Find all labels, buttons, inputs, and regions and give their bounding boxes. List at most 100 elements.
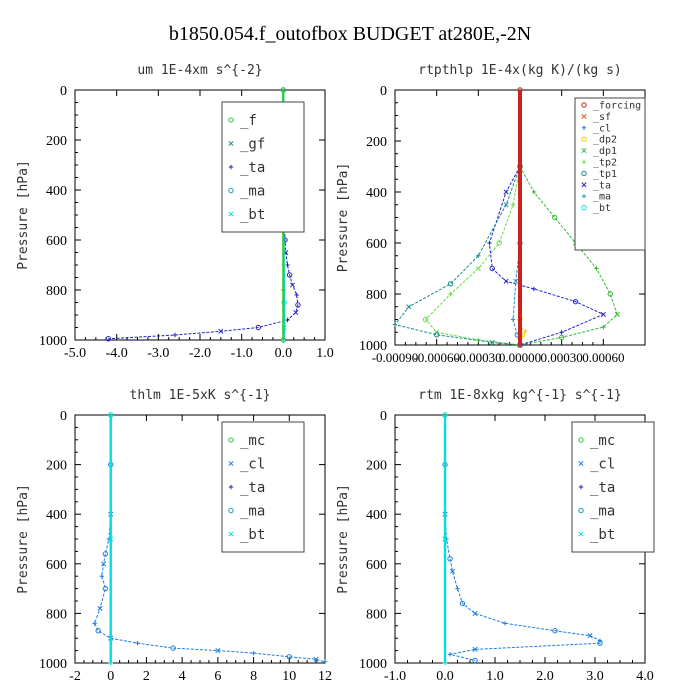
data-point bbox=[294, 292, 299, 298]
data-point bbox=[489, 265, 495, 272]
legend-label: _forcing bbox=[593, 101, 641, 112]
data-point bbox=[552, 214, 558, 221]
data-point bbox=[614, 311, 620, 317]
data-point bbox=[455, 586, 460, 591]
y-tick-label: 400 bbox=[366, 508, 387, 523]
data-point bbox=[581, 102, 587, 108]
x-tick-label: -2.0 bbox=[189, 346, 211, 361]
data-point bbox=[285, 317, 290, 323]
legend-label: _sf bbox=[593, 112, 611, 123]
data-point bbox=[228, 117, 234, 123]
series-line-tp2 bbox=[424, 90, 521, 346]
data-point bbox=[581, 204, 587, 211]
data-point bbox=[448, 291, 453, 297]
data-point bbox=[447, 556, 453, 562]
data-point bbox=[101, 561, 107, 567]
data-point bbox=[442, 536, 448, 542]
data-point bbox=[600, 311, 606, 317]
data-point bbox=[102, 551, 109, 557]
data-point bbox=[502, 621, 508, 626]
data-point bbox=[510, 202, 516, 207]
legend-label: _bt bbox=[593, 203, 611, 214]
data-point bbox=[286, 272, 293, 278]
data-point bbox=[531, 189, 537, 195]
y-tick-label: 400 bbox=[46, 508, 67, 523]
y-tick-label: 200 bbox=[46, 459, 67, 474]
x-tick-label: -0.00090 bbox=[372, 350, 419, 365]
data-point bbox=[503, 202, 509, 208]
data-point bbox=[215, 648, 221, 654]
x-tick-label: -0.00030 bbox=[455, 350, 502, 365]
y-tick-label: 1000 bbox=[39, 334, 67, 349]
data-point bbox=[581, 170, 587, 177]
y-tick-label: 800 bbox=[46, 284, 67, 299]
data-point bbox=[578, 507, 584, 514]
data-point bbox=[280, 87, 287, 93]
data-point bbox=[280, 337, 287, 343]
data-point bbox=[170, 645, 176, 651]
data-point bbox=[95, 628, 101, 634]
data-point bbox=[581, 159, 587, 165]
x-tick-label: 1.0 bbox=[316, 346, 334, 361]
data-point bbox=[135, 640, 140, 646]
data-point bbox=[228, 484, 234, 490]
panel-title: thlm 1E-5xK s^{-1} bbox=[130, 388, 271, 403]
legend-label: _ma bbox=[240, 503, 265, 519]
data-point bbox=[442, 412, 448, 418]
data-point bbox=[601, 324, 606, 330]
data-point bbox=[285, 262, 290, 268]
x-tick-label: 4.0 bbox=[636, 669, 654, 684]
panel-title: rtm 1E-8xkg kg^{-1} s^{-1} bbox=[418, 388, 622, 403]
data-point bbox=[313, 656, 319, 662]
data-point bbox=[503, 189, 509, 195]
data-point bbox=[228, 437, 234, 443]
data-point bbox=[472, 657, 478, 664]
panel-title: rtpthlp 1E-4x(kg K)/(kg s) bbox=[418, 63, 622, 78]
y-tick-label: 0 bbox=[60, 84, 67, 99]
legend-box bbox=[574, 97, 646, 251]
x-tick-label: 0.00030 bbox=[541, 350, 583, 365]
legend-box bbox=[571, 421, 655, 553]
data-point bbox=[281, 287, 286, 293]
y-tick-label: 800 bbox=[366, 607, 387, 622]
data-point bbox=[447, 652, 453, 657]
y-tick-label: 600 bbox=[366, 237, 387, 252]
data-point bbox=[459, 600, 466, 607]
x-tick-label: 2.0 bbox=[536, 669, 554, 684]
chart-panel-4: rtm 1E-8xkg kg^{-1} s^{-1} Pressure [hPa]… bbox=[336, 388, 655, 684]
data-point bbox=[578, 437, 584, 443]
data-point bbox=[594, 266, 599, 271]
data-point bbox=[392, 322, 398, 327]
series-line-tp1 bbox=[394, 166, 521, 346]
x-tick-label: 1.0 bbox=[486, 669, 504, 684]
data-point bbox=[510, 317, 516, 322]
legend-label: _bt bbox=[240, 527, 265, 543]
legend-label: _tp2 bbox=[593, 158, 617, 169]
data-point bbox=[286, 654, 292, 660]
legend-label: _cl bbox=[240, 456, 265, 472]
y-tick-label: 600 bbox=[366, 558, 387, 573]
y-axis-label: Pressure [hPa] bbox=[16, 160, 31, 270]
legend-label: _ma bbox=[590, 503, 615, 519]
chart-panel-3: thlm 1E-5xK s^{-1} Pressure [hPa] -2 0 2 4 6 8 1… bbox=[16, 388, 332, 684]
legend-box bbox=[221, 101, 305, 233]
data-point bbox=[503, 278, 509, 284]
legend-label: _f bbox=[240, 113, 257, 129]
legend-label: _bt bbox=[240, 207, 265, 223]
data-point bbox=[422, 316, 429, 323]
data-point bbox=[447, 281, 454, 287]
data-point bbox=[607, 291, 613, 297]
data-point bbox=[523, 328, 528, 334]
data-point bbox=[433, 332, 440, 338]
data-point bbox=[472, 610, 478, 616]
x-tick-label: 0.0 bbox=[436, 669, 454, 684]
data-point bbox=[581, 113, 587, 119]
panel-title: um 1E-4xm s^{-2} bbox=[137, 63, 262, 78]
legend-label: _ta bbox=[590, 480, 615, 496]
legend-box bbox=[221, 421, 305, 553]
data-point bbox=[228, 460, 234, 467]
data-point bbox=[552, 628, 558, 634]
data-point bbox=[108, 660, 113, 666]
x-tick-label: -2 bbox=[69, 669, 81, 684]
